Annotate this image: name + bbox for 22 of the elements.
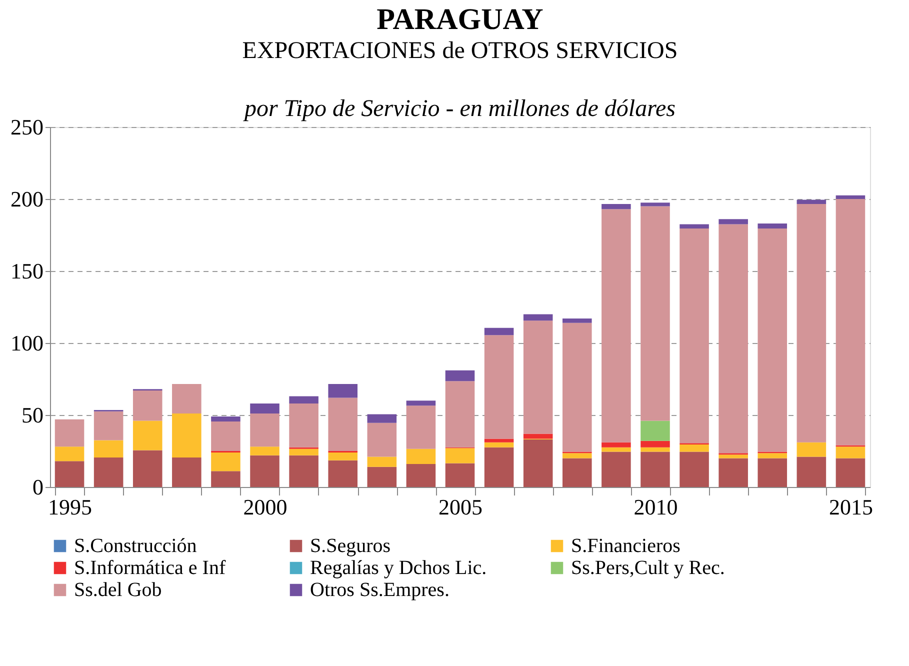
legend-label: Otros Ss.Empres. (310, 579, 450, 601)
legend-label: Ss.Pers,Cult y Rec. (571, 557, 725, 579)
legend-label: S.Construcción (74, 535, 197, 557)
x-tick-label: 2010 (634, 494, 678, 520)
y-tick-label: 200 (10, 186, 44, 212)
legend-label: S.Financieros (571, 535, 681, 557)
chart-title: PARAGUAY (376, 3, 544, 36)
legend-label: S.Seguros (310, 535, 391, 557)
legend-label: Ss.del Gob (74, 579, 162, 601)
legend-label: Regalías y Dchos Lic. (310, 557, 487, 579)
chart-subtitle: EXPORTACIONES de OTROS SERVICIOS (242, 38, 678, 64)
y-tick-label: 250 (10, 114, 44, 140)
x-tick-label: 1995 (48, 494, 92, 520)
text: por Tipo de Servicio - en millones de dólares (242, 96, 676, 122)
y-tick-label: 50 (22, 402, 44, 428)
x-tick-label: 2005 (438, 494, 482, 520)
x-tick-label: 2015 (828, 494, 873, 520)
y-tick-label: 150 (10, 258, 44, 284)
y-tick-label: 100 (10, 330, 44, 356)
x-tick-label: 2000 (243, 494, 288, 520)
legend-label: S.Informática e Inf (74, 557, 226, 579)
y-tick-label: 0 (32, 474, 44, 500)
